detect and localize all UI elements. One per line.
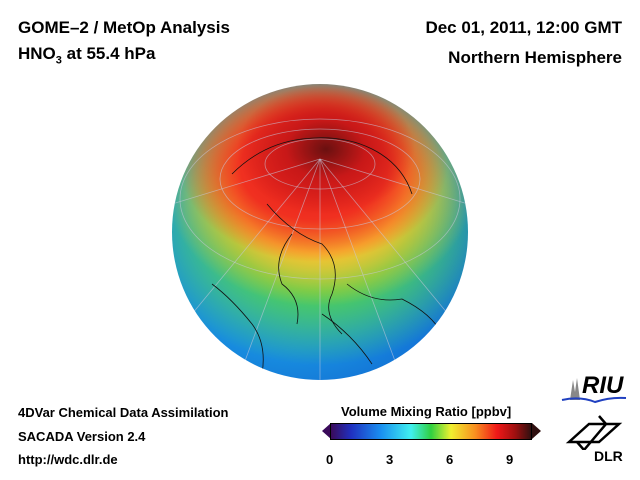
colorbar-title: Volume Mixing Ratio [ppbv] (341, 404, 512, 419)
colorbar-tick-0: 0 (326, 452, 334, 467)
date: Dec 01, 2011, 12:00 GMT (425, 18, 622, 37)
dlr-logo: DLR (564, 414, 624, 466)
colorbar-tick-3: 3 (386, 452, 394, 467)
hemisphere-map (172, 84, 468, 380)
riu-logo: RIU (560, 372, 630, 404)
subtitle: HNO3 at 55.4 hPa (18, 44, 156, 67)
colorbar (330, 423, 532, 440)
colorbar-tick-9: 9 (506, 452, 514, 467)
footer-line-1: 4DVar Chemical Data Assimilation (18, 405, 229, 420)
riu-logo-icon (561, 378, 627, 404)
region: Northern Hemisphere (448, 48, 622, 67)
footer-line-2: SACADA Version 2.4 (18, 429, 146, 444)
graticule (172, 118, 468, 380)
colorbar-min-arrow (322, 423, 331, 439)
colorbar-tick-6: 6 (446, 452, 454, 467)
title: GOME–2 / MetOp Analysis (18, 18, 230, 37)
footer-url[interactable]: http://wdc.dlr.de (18, 452, 118, 467)
dlr-logo-icon (565, 415, 623, 450)
colorbar-max-arrow (532, 423, 541, 439)
